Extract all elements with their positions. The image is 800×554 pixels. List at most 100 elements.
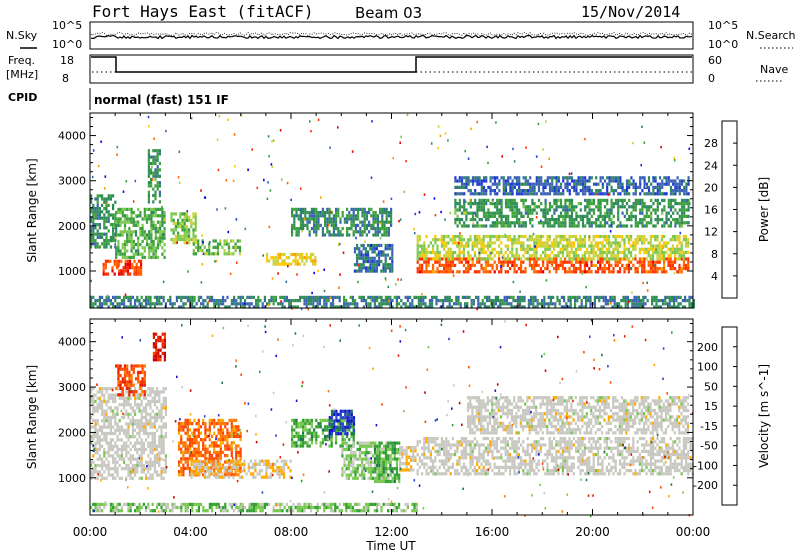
heatmap-cell — [480, 198, 483, 202]
heatmap-cell — [323, 299, 326, 303]
heatmap-cell — [670, 299, 673, 303]
heatmap-cell — [120, 259, 123, 263]
heatmap-cell — [357, 223, 360, 227]
heatmap-cell — [687, 182, 690, 186]
heatmap-cell — [148, 236, 151, 240]
heatmap-cell — [135, 272, 138, 276]
heatmap-cell — [581, 182, 585, 186]
heatmap-cell — [557, 254, 560, 258]
heatmap-cell — [138, 463, 141, 468]
heatmap-cell — [510, 305, 513, 309]
heatmap-cell — [156, 165, 159, 169]
heatmap-cell — [153, 396, 156, 400]
heatmap-cell — [150, 243, 153, 247]
heatmap-cell — [687, 205, 690, 209]
heatmap-cell — [663, 221, 666, 225]
heatmap-cell — [674, 179, 677, 183]
heatmap-cell — [566, 176, 569, 180]
heatmap-cell — [581, 254, 584, 258]
heatmap-cell — [671, 250, 674, 255]
heatmap-cell — [521, 305, 524, 309]
heatmap-cell — [96, 435, 99, 439]
heatmap-cell — [117, 367, 120, 371]
heatmap-cell — [386, 243, 389, 248]
heatmap-cell — [350, 220, 353, 224]
heatmap-cell — [149, 406, 152, 410]
heatmap-cell — [442, 299, 445, 303]
heatmap-cell — [685, 189, 688, 193]
heatmap-cell — [151, 460, 154, 464]
heatmap-cell — [558, 302, 561, 306]
heatmap-cell — [105, 476, 108, 480]
heatmap-cell — [92, 409, 95, 413]
heatmap-cell — [585, 305, 588, 309]
heatmap-cell — [447, 250, 450, 255]
heatmap-cell — [101, 476, 104, 480]
heatmap-cell — [625, 202, 629, 206]
heatmap-cell — [423, 250, 426, 255]
heatmap-cell — [665, 214, 668, 218]
heatmap-cell — [511, 263, 514, 267]
heatmap-cell — [583, 257, 586, 261]
heatmap-cell — [633, 302, 636, 306]
heatmap-cell — [118, 457, 121, 461]
heatmap-cell — [549, 299, 552, 303]
heatmap-cell — [482, 176, 486, 180]
heatmap-cell — [458, 218, 461, 222]
heatmap-cell — [509, 208, 512, 212]
heatmap-cell — [147, 158, 150, 162]
heatmap-cell — [484, 263, 487, 267]
heatmap-cell — [381, 207, 384, 211]
heatmap-cell — [566, 244, 569, 248]
heatmap-cell — [290, 299, 293, 303]
heatmap-cell — [584, 198, 587, 202]
heatmap-cell — [605, 247, 608, 251]
heatmap-cell — [603, 218, 607, 222]
heatmap-cell — [120, 476, 123, 480]
heatmap-cell — [114, 422, 117, 426]
heatmap-cell — [623, 189, 626, 193]
heatmap-cell — [599, 211, 602, 215]
heatmap-cell — [527, 302, 530, 306]
heatmap-cell — [382, 250, 385, 254]
heatmap-cell — [478, 182, 481, 186]
heatmap-cell — [117, 383, 120, 387]
heatmap-cell — [495, 234, 498, 239]
heatmap-cell — [583, 244, 586, 248]
heatmap-cell — [588, 267, 591, 271]
heatmap-cell — [150, 217, 153, 221]
heatmap-cell — [208, 295, 211, 299]
heatmap-speck — [268, 225, 271, 229]
heatmap-cell — [523, 299, 526, 303]
heatmap-cell — [156, 387, 159, 391]
heatmap-cell — [285, 256, 288, 260]
heatmap-cell — [105, 425, 108, 429]
heatmap-cell — [120, 403, 123, 407]
heatmap-cell — [462, 257, 465, 261]
heatmap-cell — [471, 247, 474, 251]
heatmap-speck — [673, 159, 676, 162]
heatmap-cell — [685, 185, 688, 189]
heatmap-cell — [182, 302, 185, 306]
heatmap-cell — [129, 396, 132, 400]
heatmap-cell — [158, 302, 161, 306]
heatmap-cell — [90, 302, 93, 306]
heatmap-cell — [425, 247, 428, 251]
heatmap-cell — [147, 431, 150, 436]
heatmap-cell — [127, 299, 130, 303]
heatmap-cell — [535, 176, 538, 180]
heatmap-cell — [644, 295, 647, 299]
heatmap-cell — [363, 207, 366, 211]
heatmap-cell — [389, 247, 392, 251]
heatmap-cell — [374, 230, 377, 234]
heatmap-cell — [518, 208, 521, 212]
heatmap-cell — [491, 224, 494, 228]
heatmap-cell — [678, 254, 681, 258]
heatmap-cell — [161, 211, 164, 215]
heatmap-cell — [456, 244, 459, 248]
heatmap-cell — [380, 302, 383, 306]
heatmap-cell — [460, 234, 463, 239]
heatmap-cell — [480, 202, 483, 206]
heatmap-cell — [177, 218, 180, 222]
heatmap-cell — [105, 441, 108, 445]
